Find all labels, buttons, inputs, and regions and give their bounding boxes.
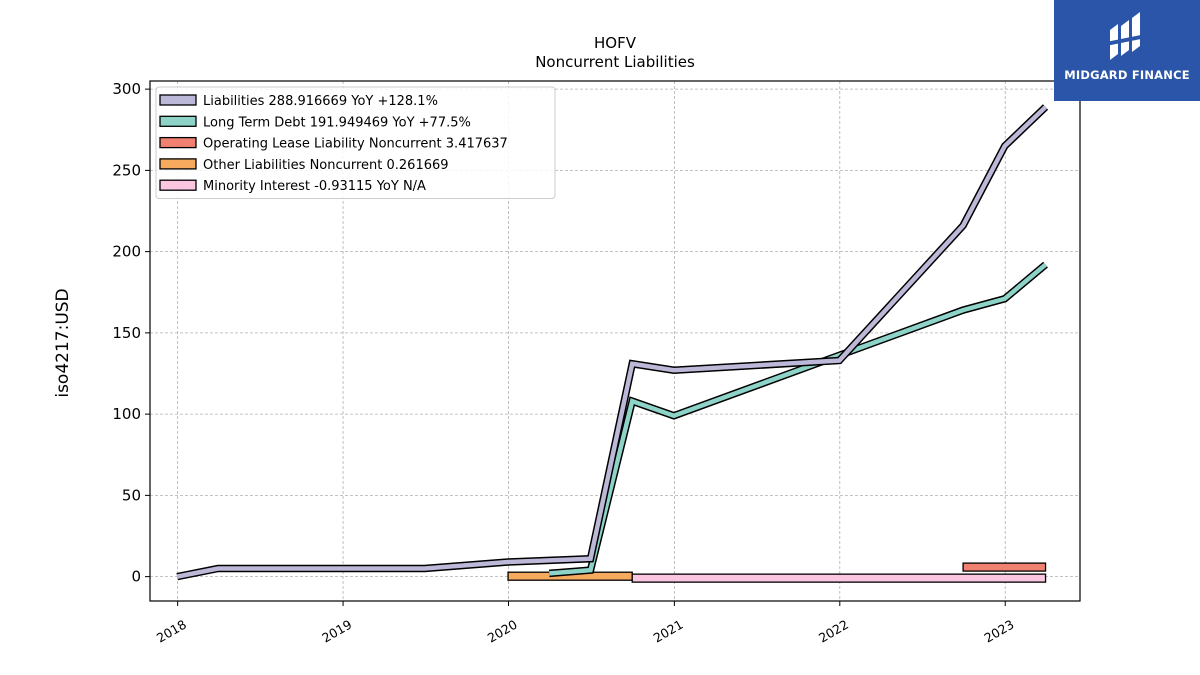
legend-swatch	[159, 158, 197, 170]
y-tick-label: 100	[112, 405, 141, 423]
y-tick-label: 200	[112, 243, 141, 261]
legend-label: Operating Lease Liability Noncurrent 3.4…	[203, 137, 508, 152]
y-axis-label: iso4217:USD	[53, 288, 73, 397]
chart-subtitle: Noncurrent Liabilities	[535, 53, 695, 71]
x-tick-label: 2022	[816, 617, 851, 646]
legend-swatch	[159, 115, 197, 127]
x-tick-label: 2019	[319, 617, 354, 646]
y-tick-label: 0	[131, 568, 141, 586]
x-tick-label: 2018	[154, 617, 189, 646]
legend-label: Liabilities 288.916669 YoY +128.1%	[203, 94, 438, 109]
legend-label: Long Term Debt 191.949469 YoY +77.5%	[203, 115, 471, 130]
chart-title: HOFV	[594, 34, 637, 52]
y-tick-label: 150	[112, 324, 141, 342]
x-tick-label: 2021	[651, 617, 686, 646]
y-tick-label: 300	[112, 80, 141, 98]
legend-swatch	[159, 94, 197, 106]
plot-frame	[149, 80, 1081, 602]
x-tick-label: 2023	[981, 617, 1016, 646]
series-band-operating-lease-liability-noncurrent	[962, 562, 1047, 572]
legend-label: Other Liabilities Noncurrent 0.261669	[203, 158, 449, 173]
legend-label: Minority Interest -0.93115 YoY N/A	[203, 179, 426, 194]
y-tick-label: 50	[122, 486, 141, 504]
series-layer	[176, 104, 1049, 583]
y-tick-label: 250	[112, 161, 141, 179]
legend-box	[155, 86, 556, 199]
legend: Liabilities 288.916669 YoY +128.1% Long T…	[155, 86, 556, 199]
legend-swatch	[159, 136, 197, 149]
x-tick-label: 2020	[485, 617, 520, 646]
brand-logo: MIDGARD FINANCE	[1054, 0, 1200, 101]
series-band-minority-interest	[631, 573, 1047, 583]
brand-name: MIDGARD FINANCE	[1064, 68, 1190, 82]
midgard-finance-logo-icon	[1106, 12, 1146, 60]
legend-swatch	[159, 179, 197, 191]
